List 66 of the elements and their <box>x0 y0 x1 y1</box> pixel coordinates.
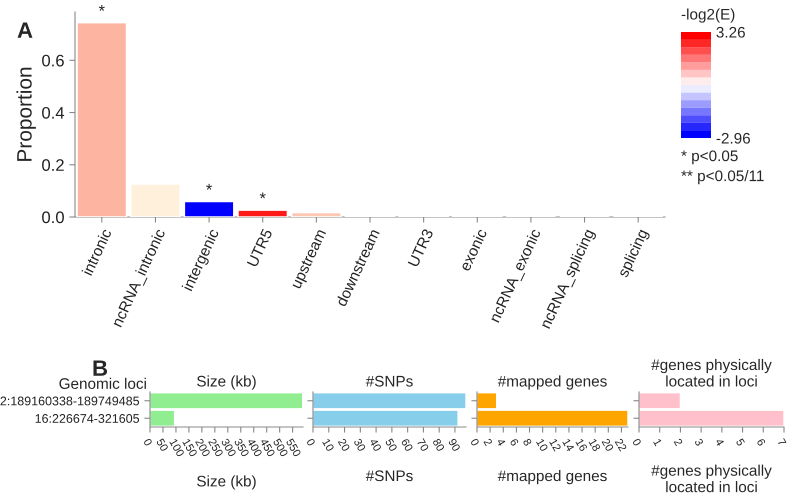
x-axis-title: Size (kb) <box>197 475 256 490</box>
x-tick-label: 22 <box>614 438 628 452</box>
y-tick-label: 0.4 <box>42 106 64 119</box>
y-axis-title: Genomic loci <box>59 378 146 389</box>
x-tick-label: 550 <box>286 438 302 458</box>
x-tick-label: 12 <box>549 438 562 452</box>
chart-title: #SNPs <box>366 376 413 387</box>
x-tick-label: 100 <box>169 438 185 458</box>
x-tick-label: 18 <box>588 438 601 452</box>
color-bar-label: 3.26 <box>716 26 745 38</box>
x-tick-label: 10 <box>536 438 548 452</box>
x-tick-label: 6 <box>756 438 766 446</box>
x-tick-label: 0 <box>306 438 316 446</box>
x-tick-label: 10 <box>322 438 334 452</box>
x-tick-label: 5 <box>736 438 746 446</box>
x-tick-label: 7 <box>777 438 786 446</box>
x-axis-title: #mapped genes <box>498 470 607 484</box>
x-tick-label: 2 <box>483 438 493 446</box>
x-tick-label: 20 <box>338 438 350 452</box>
x-tick-label: 0 <box>470 438 480 446</box>
x-tick-label: 2 <box>674 438 683 446</box>
x-tick-label: 30 <box>353 438 366 452</box>
x-axis-title: #genes physically located in loci <box>651 464 772 492</box>
annotation: * <box>260 192 266 198</box>
annotation: * <box>98 5 105 11</box>
x-tick-label: 40 <box>369 438 382 452</box>
x-tick-label: UTR5 <box>246 228 273 268</box>
x-tick-label: 90 <box>448 438 461 452</box>
text: * p<0.05 <box>681 150 738 164</box>
x-tick-label: 3 <box>694 438 704 446</box>
x-tick-label: 20 <box>602 438 614 452</box>
x-tick-label: 60 <box>400 438 414 452</box>
y-axis-title: Proportion <box>16 68 36 161</box>
color-bar-title: -log2(E) <box>682 8 734 23</box>
x-tick-label: 6 <box>510 438 519 446</box>
x-tick-label: 80 <box>432 438 445 452</box>
x-tick-label: 70 <box>416 438 430 452</box>
color-bar-label: -2.96 <box>716 132 750 144</box>
text: ** p<0.05/11 <box>681 170 764 184</box>
x-axis-title: #SNPs <box>366 470 413 482</box>
x-tick-label: 50 <box>156 438 169 452</box>
x-tick-label: 150 <box>182 438 198 458</box>
y-tick-label: 2:189160338-189749485 <box>0 396 140 406</box>
annotation: * <box>206 184 212 190</box>
chart-title: #mapped genes <box>498 375 607 390</box>
text: B <box>93 360 108 376</box>
x-tick-label: 8 <box>522 438 532 446</box>
chart-title: #genes physically located in loci <box>651 358 772 387</box>
text: A <box>18 22 32 38</box>
x-tick-label: UTR3 <box>408 228 434 268</box>
x-tick-label: exonic <box>458 228 488 272</box>
x-tick-label: 1 <box>653 438 662 446</box>
x-tick-label: 500 <box>272 438 288 458</box>
x-tick-label: 200 <box>195 438 211 458</box>
x-tick-label: 16 <box>575 438 588 452</box>
y-tick-label: 0.2 <box>42 159 64 171</box>
y-tick-label: 0.6 <box>42 54 64 67</box>
x-tick-label: 50 <box>385 438 398 452</box>
y-tick-label: 0.0 <box>42 211 64 224</box>
chart-title: Size (kb) <box>197 375 256 390</box>
x-tick-label: 0 <box>632 438 642 446</box>
x-tick-label: 4 <box>715 438 724 447</box>
x-tick-label: 4 <box>496 438 506 447</box>
x-tick-label: 14 <box>562 438 575 452</box>
x-tick-label: 0 <box>143 438 153 446</box>
y-tick-label: 16:226674-321605 <box>36 414 140 423</box>
